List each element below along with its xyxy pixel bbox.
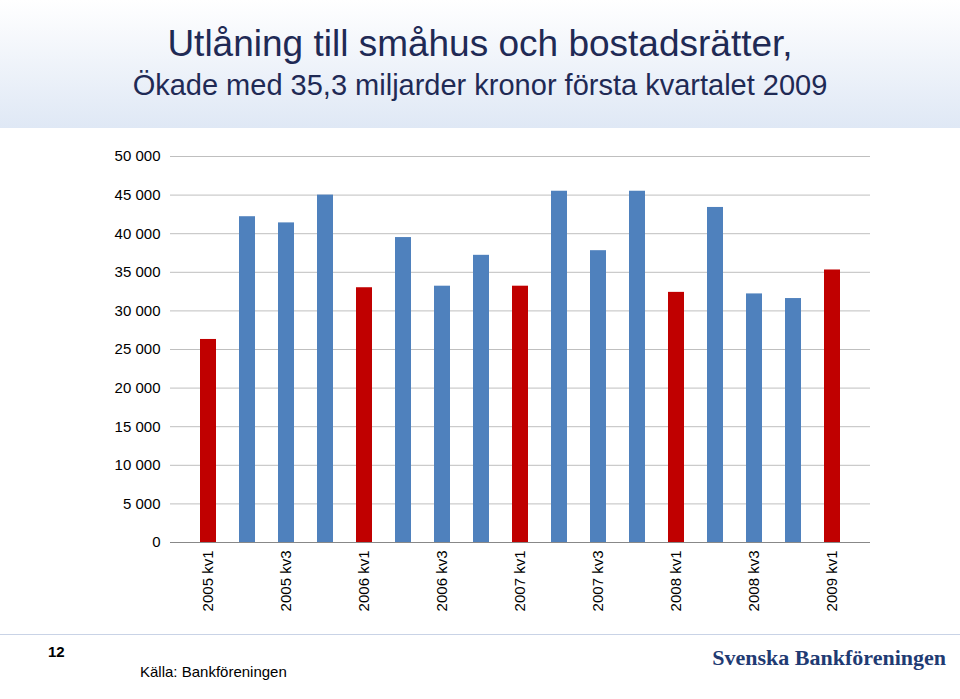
svg-text:2007 kv3: 2007 kv3 [589, 551, 606, 612]
svg-text:5 000: 5 000 [123, 495, 161, 512]
svg-text:2009 kv1: 2009 kv1 [823, 551, 840, 612]
svg-text:35 000: 35 000 [115, 263, 161, 280]
svg-text:50 000: 50 000 [115, 147, 161, 164]
html-text:Källa: Bankföreningen: Källa: Bankföreningen [140, 663, 287, 680]
svg-text:2008 kv3: 2008 kv3 [745, 551, 762, 612]
svg-text:40 000: 40 000 [115, 225, 161, 242]
svg-text:2005 kv1: 2005 kv1 [199, 551, 216, 612]
svg-text:2008 kv1: 2008 kv1 [667, 551, 684, 612]
svg-text:15 000: 15 000 [115, 418, 161, 435]
svg-text:45 000: 45 000 [115, 186, 161, 203]
svg-text:10 000: 10 000 [115, 456, 161, 473]
html-text:Utlåning till småhus och bosta: Utlåning till småhus och bostadsrätter, [167, 23, 793, 64]
svg-text:30 000: 30 000 [115, 302, 161, 319]
svg-text:20 000: 20 000 [115, 379, 161, 396]
html-text:Svenska Bankföreningen: Svenska Bankföreningen [712, 645, 946, 670]
html-text:12: 12 [48, 643, 65, 660]
svg-text:2006 kv1: 2006 kv1 [355, 551, 372, 612]
svg-text:2007 kv1: 2007 kv1 [511, 551, 528, 612]
svg-text:2006 kv3: 2006 kv3 [433, 551, 450, 612]
svg-text:0: 0 [152, 533, 160, 550]
svg-text:2005 kv3: 2005 kv3 [277, 551, 294, 612]
svg-text:25 000: 25 000 [115, 340, 161, 357]
html-text:Ökade med 35,3 miljarder krono: Ökade med 35,3 miljarder kronor första k… [132, 69, 828, 101]
